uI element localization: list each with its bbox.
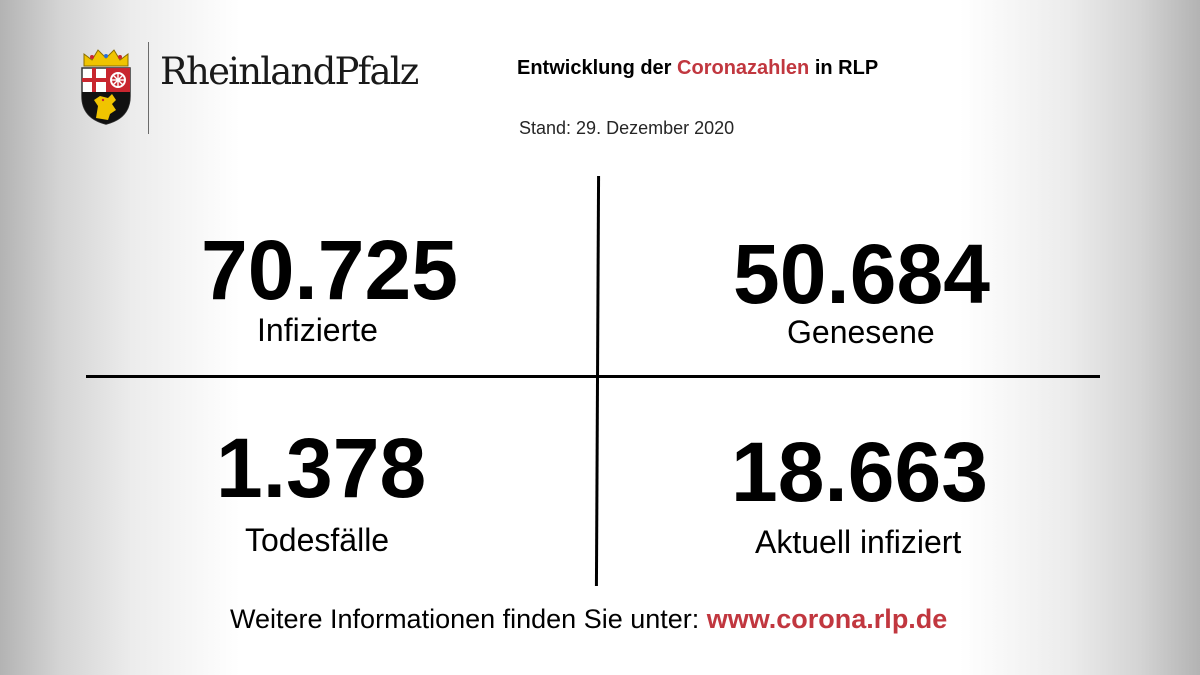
title-prefix: Entwicklung der [517, 57, 678, 79]
stat-infected-value: 70.725 [201, 223, 458, 317]
logo-wordmark: RheinlandPfalz [160, 50, 419, 93]
stat-recovered-value: 50.684 [733, 227, 990, 321]
title-suffix: in RLP [809, 57, 879, 79]
stat-deaths-value: 1.378 [216, 421, 427, 515]
stat-active-label: Aktuell infiziert [755, 524, 962, 560]
footer-link[interactable]: www.corona.rlp.de [706, 604, 948, 634]
footer-info: Weitere Informationen finden Sie unter: … [230, 604, 947, 635]
logo-divider [148, 42, 149, 134]
stat-deaths-label: Todesfälle [245, 522, 390, 558]
vertical-divider [594, 175, 601, 587]
stat-active-value: 18.663 [731, 425, 988, 519]
status-date: Stand: 29. Dezember 2020 [519, 118, 735, 138]
footer-text: Weitere Informationen finden Sie unter: [230, 604, 707, 634]
stat-infected-label: Infizierte [257, 312, 378, 348]
stat-recovered-label: Genesene [787, 314, 935, 350]
title-highlight: Coronazahlen [677, 57, 810, 79]
coat-of-arms-icon [76, 48, 136, 126]
horizontal-divider [86, 375, 1100, 378]
page-title: Entwicklung der Coronazahlen in RLP [517, 57, 878, 80]
